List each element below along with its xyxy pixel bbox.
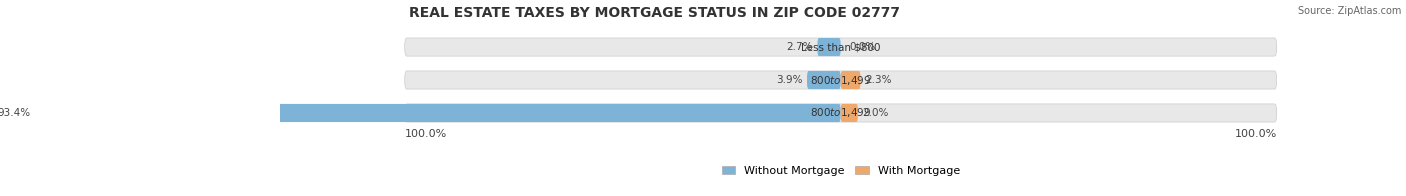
FancyBboxPatch shape (817, 38, 841, 56)
Text: Less than $800: Less than $800 (801, 42, 880, 52)
Legend: Without Mortgage, With Mortgage: Without Mortgage, With Mortgage (717, 161, 965, 180)
FancyBboxPatch shape (841, 71, 860, 89)
FancyBboxPatch shape (34, 104, 841, 122)
FancyBboxPatch shape (405, 38, 1277, 56)
FancyBboxPatch shape (841, 104, 858, 122)
Text: 0.0%: 0.0% (849, 42, 876, 52)
Text: 93.4%: 93.4% (48, 108, 83, 118)
Text: 3.9%: 3.9% (776, 75, 803, 85)
Text: 100.0%: 100.0% (1234, 130, 1277, 140)
Text: 93.4%: 93.4% (0, 108, 30, 118)
Text: REAL ESTATE TAXES BY MORTGAGE STATUS IN ZIP CODE 02777: REAL ESTATE TAXES BY MORTGAGE STATUS IN … (409, 6, 900, 20)
Text: 2.7%: 2.7% (786, 42, 813, 52)
Text: 100.0%: 100.0% (405, 130, 447, 140)
Text: 2.3%: 2.3% (865, 75, 891, 85)
Text: $800 to $1,499: $800 to $1,499 (810, 106, 872, 120)
Text: 2.0%: 2.0% (862, 108, 889, 118)
FancyBboxPatch shape (405, 104, 1277, 122)
FancyBboxPatch shape (405, 71, 1277, 89)
FancyBboxPatch shape (807, 71, 841, 89)
Text: $800 to $1,499: $800 to $1,499 (810, 74, 872, 86)
Text: Source: ZipAtlas.com: Source: ZipAtlas.com (1299, 6, 1402, 16)
